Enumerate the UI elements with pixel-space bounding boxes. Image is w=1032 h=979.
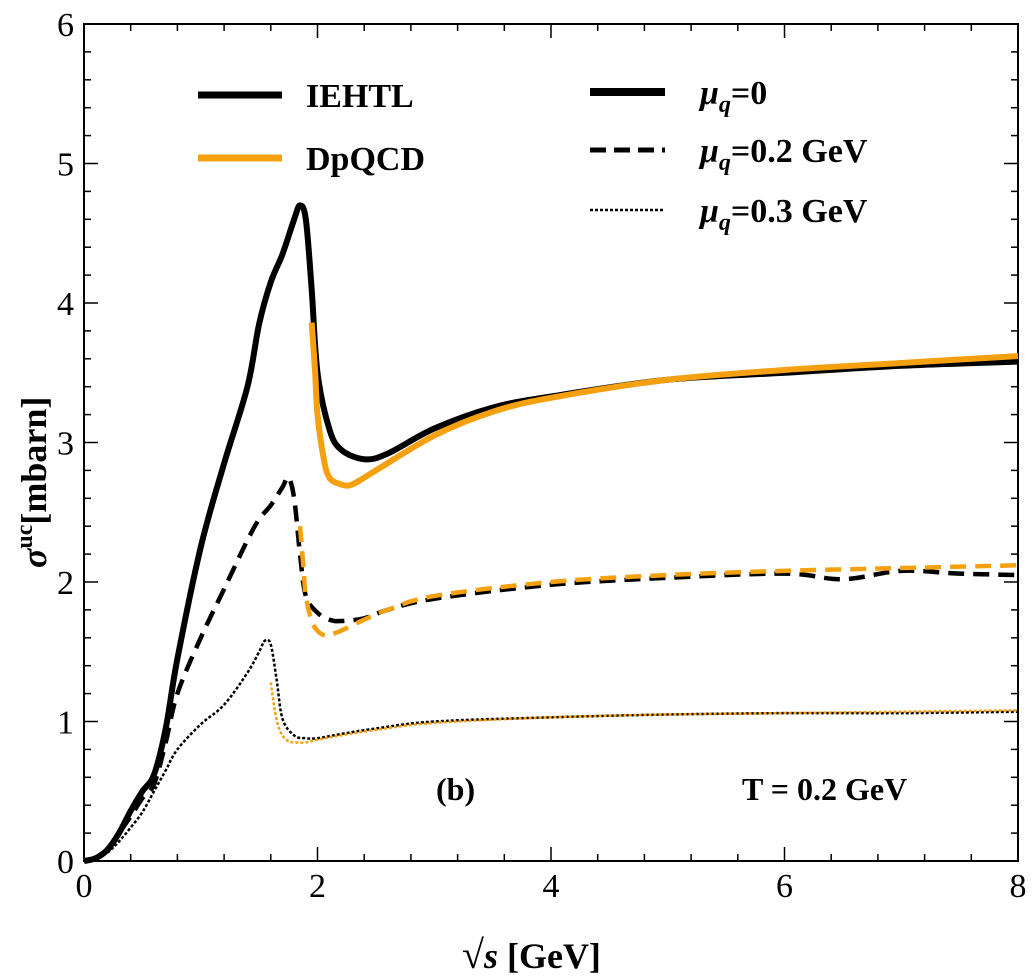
series-layer <box>83 202 1019 864</box>
series-line-iehtl-mu03 <box>83 638 1019 863</box>
y-tick-label: 3 <box>57 426 74 463</box>
y-tick-label: 0 <box>57 844 74 881</box>
temperature-annotation: T = 0.2 GeV <box>742 771 907 807</box>
y-axis-title: σuc[mbarn] <box>12 397 54 568</box>
y-tick-label: 2 <box>57 565 74 602</box>
x-tick-label: 2 <box>309 868 326 905</box>
legend-models: IEHTL DpQCD <box>198 78 425 178</box>
legend-label-iehtl: IEHTL <box>306 78 414 115</box>
y-tick-label: 6 <box>57 7 74 44</box>
plot-frame <box>83 23 1019 862</box>
x-tick-label: 4 <box>543 868 560 905</box>
axis-ticks <box>83 23 1019 862</box>
y-tick-label: 1 <box>57 705 74 742</box>
x-tick-label: 0 <box>76 868 93 905</box>
y-tick-label: 4 <box>57 286 74 323</box>
series-line-dpqcd-mu03 <box>269 682 1019 744</box>
legend-label-mu03: μq=0.3 GeV <box>698 193 868 236</box>
legend-styles: μq=0 μq=0.2 GeV μq=0.3 GeV <box>590 75 868 236</box>
x-axis-title: √s [GeV] <box>462 932 601 977</box>
y-tick-label: 5 <box>57 147 74 184</box>
series-line-dpqcd-mu0 <box>308 322 1019 489</box>
series-line-dpqcd-mu02 <box>297 526 1019 638</box>
tick-labels: 0 2 4 6 8 0 1 2 3 4 5 6 <box>57 7 1027 905</box>
legend-label-mu0: μq=0 <box>698 75 767 118</box>
legend-label-mu02: μq=0.2 GeV <box>698 133 868 176</box>
legend-label-dpqcd: DpQCD <box>306 141 425 178</box>
x-tick-label: 6 <box>776 868 793 905</box>
series-line-iehtl-mu0 <box>83 202 1019 864</box>
x-tick-label: 8 <box>1010 868 1027 905</box>
panel-label: (b) <box>436 771 475 807</box>
